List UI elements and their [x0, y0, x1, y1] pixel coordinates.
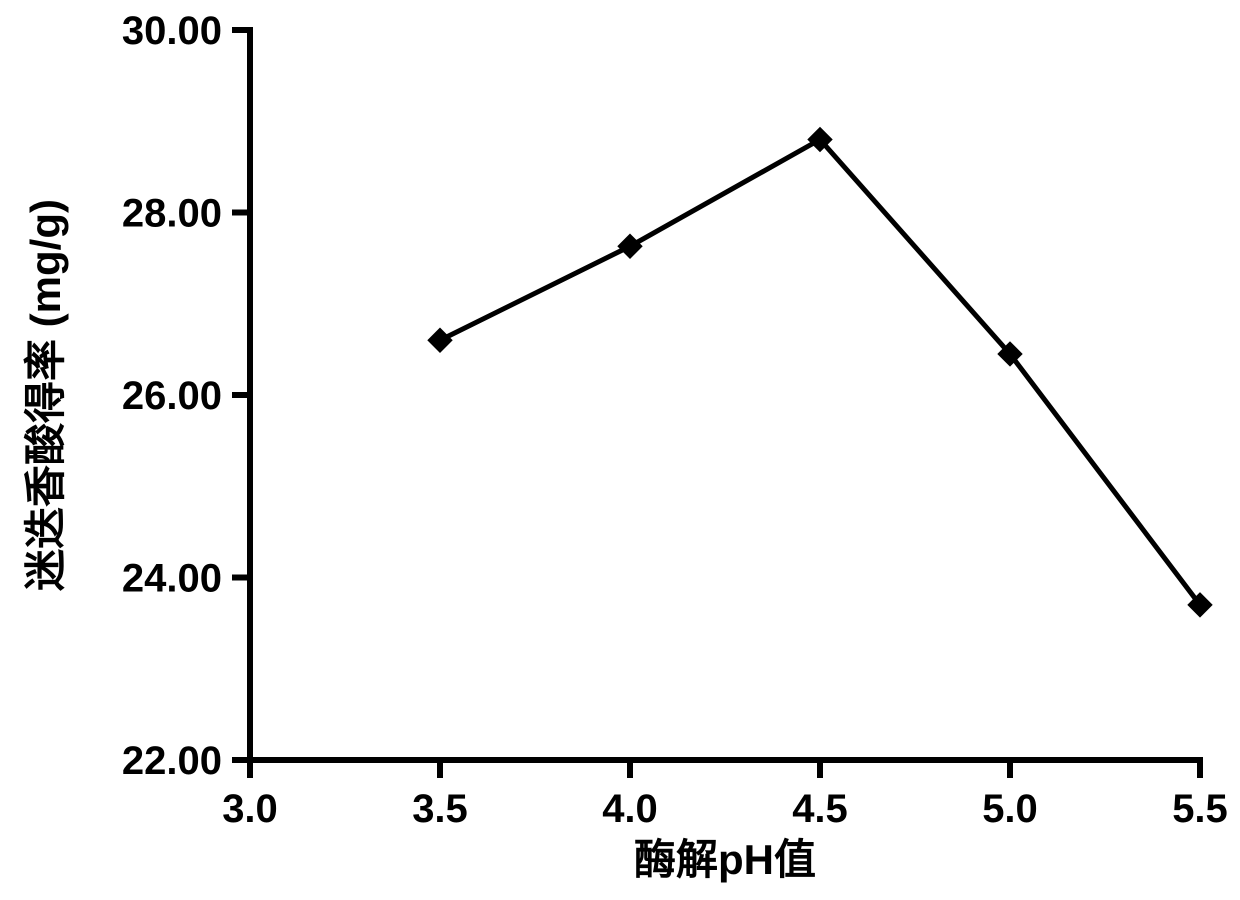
y-tick-label: 24.00: [122, 557, 222, 601]
y-tick-label: 28.00: [122, 192, 222, 236]
y-tick-label: 22.00: [122, 739, 222, 783]
y-tick-label: 26.00: [122, 374, 222, 418]
y-axis-title: 迷迭香酸得率 (mg/g): [22, 199, 69, 591]
x-axis-title: 酶解pH值: [634, 836, 816, 883]
chart-svg: 3.0 3.5 4.0 4.5 5.0 5.5 22.00 24.00 26.00 28.00 30…: [0, 0, 1240, 900]
x-tick-label: 4.5: [792, 787, 848, 831]
x-tick-label: 5.0: [982, 787, 1038, 831]
x-tick-label: 4.0: [602, 787, 658, 831]
chart-container: 3.0 3.5 4.0 4.5 5.0 5.5 22.00 24.00 26.00 28.00 30…: [0, 0, 1240, 900]
x-tick-label: 5.5: [1172, 787, 1228, 831]
x-tick-label: 3.5: [412, 787, 468, 831]
x-tick-label: 3.0: [222, 787, 278, 831]
y-tick-label: 30.00: [122, 9, 222, 53]
